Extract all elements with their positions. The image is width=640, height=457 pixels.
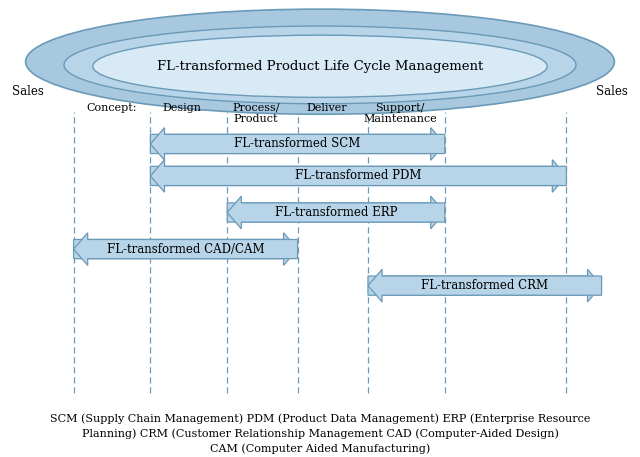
Text: FL-transformed SCM: FL-transformed SCM bbox=[234, 138, 361, 150]
Text: Design: Design bbox=[163, 103, 202, 113]
Ellipse shape bbox=[93, 35, 547, 97]
Text: Planning) CRM (Customer Relationship Management CAD (Computer-Aided Design): Planning) CRM (Customer Relationship Man… bbox=[81, 429, 559, 439]
FancyArrow shape bbox=[150, 128, 445, 160]
FancyArrow shape bbox=[368, 269, 602, 302]
FancyArrow shape bbox=[150, 159, 566, 192]
Text: Deliver: Deliver bbox=[306, 103, 347, 113]
Ellipse shape bbox=[26, 9, 614, 114]
FancyArrow shape bbox=[150, 159, 566, 192]
FancyArrow shape bbox=[150, 128, 445, 160]
FancyArrow shape bbox=[227, 196, 445, 229]
Text: Sales: Sales bbox=[596, 85, 628, 98]
Text: FL-transformed ERP: FL-transformed ERP bbox=[275, 206, 397, 219]
Text: Process/
Product: Process/ Product bbox=[232, 103, 280, 124]
Text: CAM (Computer Aided Manufacturing): CAM (Computer Aided Manufacturing) bbox=[210, 444, 430, 454]
Text: FL-transformed CAD/CAM: FL-transformed CAD/CAM bbox=[107, 243, 264, 255]
Text: FL-transformed PDM: FL-transformed PDM bbox=[295, 170, 422, 182]
Text: Sales: Sales bbox=[12, 85, 44, 98]
Text: FL-transformed Product Life Cycle Management: FL-transformed Product Life Cycle Manage… bbox=[157, 60, 483, 73]
FancyArrow shape bbox=[227, 196, 445, 229]
FancyArrow shape bbox=[368, 269, 602, 302]
Text: Concept:: Concept: bbox=[87, 103, 137, 113]
Ellipse shape bbox=[64, 26, 576, 104]
FancyArrow shape bbox=[74, 233, 298, 266]
FancyArrow shape bbox=[74, 233, 298, 266]
Text: SCM (Supply Chain Management) PDM (Product Data Management) ERP (Enterprise Reso: SCM (Supply Chain Management) PDM (Produ… bbox=[50, 414, 590, 424]
Text: FL-transformed CRM: FL-transformed CRM bbox=[421, 279, 548, 292]
Text: Support/
Maintenance: Support/ Maintenance bbox=[363, 103, 437, 124]
